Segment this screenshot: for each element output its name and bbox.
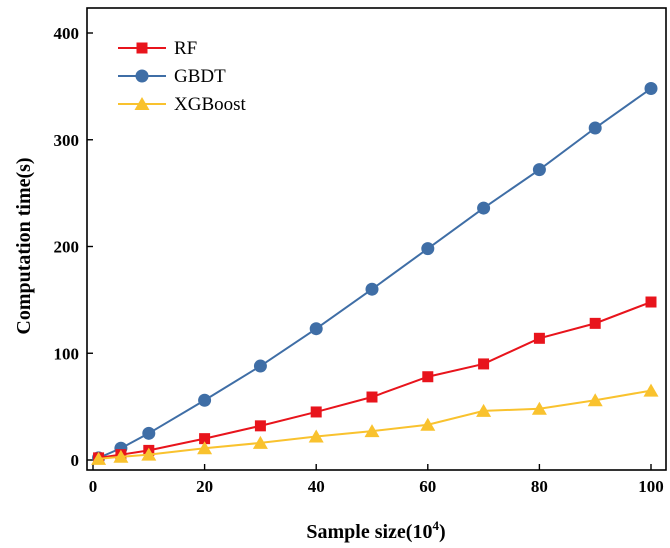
data-point-gbdt bbox=[477, 201, 491, 215]
y-tick-label: 0 bbox=[71, 451, 80, 470]
y-tick-label: 200 bbox=[54, 238, 80, 257]
x-tick-label: 100 bbox=[638, 477, 664, 496]
data-point-rf bbox=[199, 433, 211, 445]
data-point-xgboost bbox=[252, 435, 268, 449]
data-point-xgboost bbox=[476, 403, 492, 417]
data-point-gbdt bbox=[309, 322, 323, 336]
x-tick-label: 60 bbox=[419, 477, 436, 496]
legend-label-gbdt: GBDT bbox=[174, 66, 226, 87]
y-tick-label: 400 bbox=[54, 24, 80, 43]
legend: RF GBDT XGBoost bbox=[118, 38, 247, 115]
data-point-gbdt bbox=[253, 359, 267, 373]
legend-label-xgboost: XGBoost bbox=[174, 94, 247, 115]
y-axis-title: Computation time(s) bbox=[13, 157, 35, 334]
data-point-gbdt bbox=[365, 282, 379, 296]
data-point-xgboost bbox=[113, 449, 129, 463]
data-point-rf bbox=[254, 420, 266, 432]
x-tick-label: 0 bbox=[89, 477, 98, 496]
x-tick-label: 40 bbox=[308, 477, 325, 496]
legend-marker-rf bbox=[136, 42, 148, 54]
y-tick-label: 300 bbox=[54, 131, 80, 150]
data-point-xgboost bbox=[643, 383, 659, 397]
plot-frame bbox=[86, 7, 667, 471]
data-point-xgboost bbox=[531, 401, 547, 415]
data-point-rf bbox=[310, 406, 322, 418]
data-point-rf bbox=[478, 358, 490, 370]
legend-marker-xgboost bbox=[134, 97, 150, 110]
data-point-gbdt bbox=[644, 82, 658, 96]
y-tick-label: 100 bbox=[54, 344, 80, 363]
data-point-gbdt bbox=[588, 121, 602, 135]
plot-area bbox=[86, 7, 667, 471]
axes: 0 20 40 60 80 100 0 100 200 300 400 bbox=[54, 24, 664, 496]
data-point-gbdt bbox=[198, 393, 212, 407]
x-axis-title: Sample size(104) bbox=[306, 518, 445, 543]
data-point-xgboost bbox=[308, 429, 324, 443]
data-point-rf bbox=[533, 332, 545, 344]
data-point-gbdt bbox=[421, 242, 435, 256]
x-tick-label: 80 bbox=[531, 477, 548, 496]
data-point-rf bbox=[589, 317, 601, 329]
legend-item-rf: RF bbox=[118, 38, 197, 59]
series-layer bbox=[91, 82, 659, 465]
data-point-xgboost bbox=[587, 393, 603, 407]
data-point-xgboost bbox=[197, 441, 213, 455]
legend-marker-gbdt bbox=[135, 69, 149, 83]
data-point-rf bbox=[645, 296, 657, 308]
series-rf bbox=[93, 296, 657, 464]
series-line-xgboost bbox=[98, 389, 652, 460]
data-point-xgboost bbox=[91, 451, 107, 465]
series-gbdt bbox=[92, 82, 658, 465]
legend-label-rf: RF bbox=[174, 38, 197, 59]
x-tick-label: 20 bbox=[196, 477, 213, 496]
legend-item-xgboost: XGBoost bbox=[118, 94, 247, 115]
data-point-xgboost bbox=[141, 447, 157, 461]
data-point-xgboost bbox=[364, 424, 380, 438]
data-point-gbdt bbox=[142, 426, 156, 440]
data-point-rf bbox=[422, 371, 434, 383]
legend-item-gbdt: GBDT bbox=[118, 66, 226, 87]
data-point-rf bbox=[366, 391, 378, 403]
series-xgboost bbox=[91, 383, 659, 465]
data-point-xgboost bbox=[420, 417, 436, 431]
data-point-gbdt bbox=[532, 163, 546, 177]
